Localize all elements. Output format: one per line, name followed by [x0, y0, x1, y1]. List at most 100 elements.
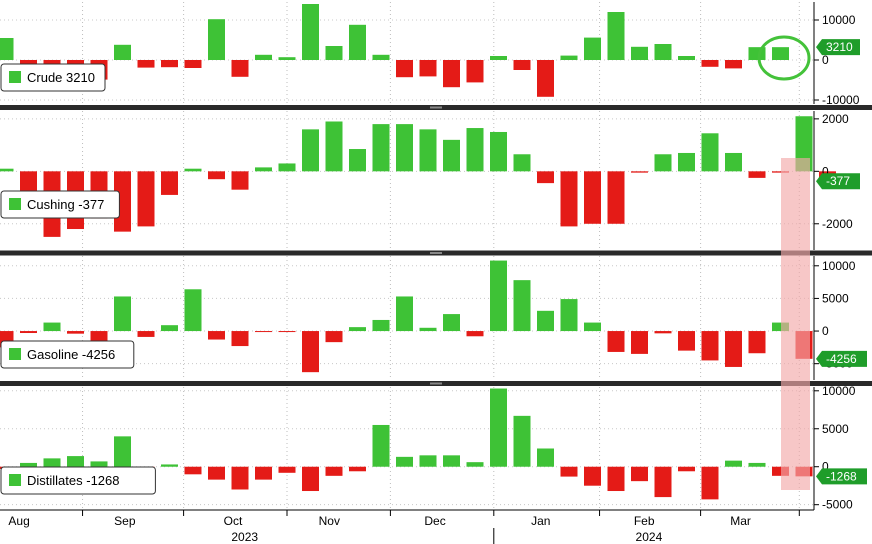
- bar: [513, 154, 531, 172]
- bar: [114, 296, 131, 332]
- bar: [607, 466, 625, 492]
- bar: [372, 424, 390, 467]
- bar: [114, 436, 131, 467]
- bar: [631, 466, 648, 482]
- bar: [678, 331, 695, 351]
- legend-swatch: [9, 348, 21, 360]
- bar: [302, 331, 319, 373]
- bar: [372, 319, 390, 332]
- x-month-label: Nov: [319, 514, 340, 528]
- legend-box: [0, 340, 135, 369]
- bar: [584, 322, 601, 332]
- bar: [372, 54, 390, 60]
- bar: [161, 325, 178, 332]
- bar: [208, 466, 225, 480]
- bar: [114, 44, 131, 60]
- bar: [701, 133, 719, 172]
- bar: [255, 167, 272, 172]
- bar: [302, 466, 319, 492]
- last-value-tag: [816, 468, 867, 485]
- bar: [231, 171, 249, 190]
- bar: [349, 24, 366, 60]
- y-tick-label: 10000: [822, 384, 856, 398]
- last-value-label: -4256: [826, 352, 857, 366]
- bar: [20, 331, 37, 334]
- bar: [419, 129, 437, 172]
- bar: [701, 60, 719, 67]
- bar: [161, 464, 178, 467]
- last-value-label: -1268: [826, 469, 857, 483]
- bar: [490, 260, 507, 332]
- x-month-label: Mar: [730, 514, 751, 528]
- bar: [560, 299, 578, 332]
- bar: [654, 466, 672, 498]
- bar: [20, 171, 37, 193]
- bar: [631, 171, 648, 173]
- bar: [772, 466, 789, 476]
- bar: [325, 121, 343, 172]
- bar: [607, 12, 625, 60]
- bar: [513, 415, 531, 467]
- bar: [443, 314, 460, 332]
- bar: [255, 466, 272, 480]
- y-tick-label: -10000: [822, 93, 860, 107]
- y-tick-label: 0: [822, 164, 829, 178]
- bar: [631, 46, 648, 60]
- bar: [302, 4, 319, 60]
- bar: [278, 163, 296, 172]
- y-tick-label: -5000: [822, 498, 853, 512]
- bar: [0, 38, 14, 60]
- bar: [184, 168, 202, 172]
- bar: [607, 171, 625, 224]
- highlight-circle: [757, 35, 811, 81]
- bar: [208, 331, 225, 340]
- legend-box: [0, 190, 120, 219]
- bar: [490, 131, 507, 172]
- bar: [43, 458, 61, 467]
- bar: [466, 128, 484, 172]
- bar: [490, 388, 507, 467]
- y-tick-label: 2000: [822, 112, 849, 126]
- bar: [184, 466, 202, 475]
- x-month-label: Jan: [531, 514, 550, 528]
- bar: [255, 331, 272, 333]
- bar: [560, 171, 578, 227]
- legend-swatch: [9, 198, 21, 210]
- bar: [184, 60, 202, 68]
- bar: [537, 448, 554, 467]
- bar: [725, 460, 742, 467]
- y-tick-label: 0: [822, 324, 829, 338]
- bar: [90, 461, 108, 467]
- legend-label: Gasoline -4256: [27, 347, 115, 362]
- last-value-tag: [816, 173, 860, 190]
- panel-divider-grip: [430, 252, 442, 254]
- last-value-label: -377: [826, 174, 850, 188]
- bar: [396, 60, 413, 78]
- bar: [325, 331, 343, 343]
- last-value-tag: [816, 39, 860, 56]
- legend-box: [0, 63, 106, 92]
- bar: [725, 60, 742, 69]
- bar: [349, 149, 366, 172]
- bar: [396, 124, 413, 172]
- bar: [137, 171, 155, 227]
- bar: [701, 331, 719, 361]
- bar: [631, 331, 648, 354]
- bar: [184, 289, 202, 332]
- bar: [607, 331, 625, 352]
- bar: [537, 60, 554, 97]
- bar: [67, 331, 84, 334]
- bar: [443, 60, 460, 88]
- bar: [466, 331, 484, 337]
- bar: [349, 466, 366, 472]
- y-tick-label: 0: [822, 53, 829, 67]
- bar: [513, 60, 531, 70]
- bar: [67, 456, 84, 467]
- y-tick-label: 0: [822, 460, 829, 474]
- bar: [20, 462, 37, 467]
- x-month-label: Oct: [224, 514, 243, 528]
- bar: [419, 327, 437, 332]
- bar: [208, 171, 225, 180]
